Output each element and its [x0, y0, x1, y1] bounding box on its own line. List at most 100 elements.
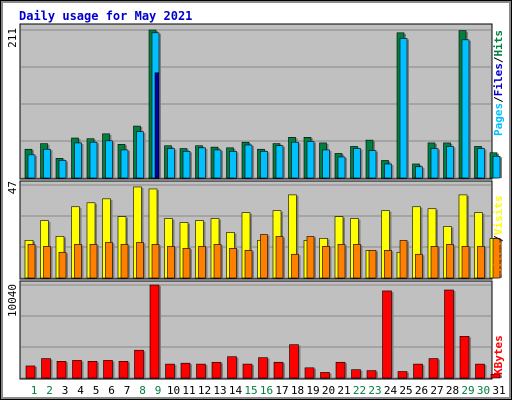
- bar-kbytes: [87, 361, 98, 379]
- bar-sites: [27, 244, 36, 279]
- bar-files: [415, 166, 423, 179]
- bar-kbytes: [56, 361, 67, 379]
- day-label: 28: [446, 384, 459, 397]
- bar-files: [244, 144, 253, 179]
- bar-kbytes: [242, 363, 253, 379]
- bar-files: [430, 148, 439, 179]
- day-label: 6: [108, 384, 115, 397]
- bar-sites: [182, 248, 191, 279]
- day-label: 20: [322, 384, 335, 397]
- bar-files: [477, 148, 485, 179]
- bar-sites: [74, 244, 82, 279]
- bar-kbytes: [149, 284, 160, 379]
- bar-kbytes: [366, 370, 377, 379]
- day-label: 12: [198, 384, 211, 397]
- bar-kbytes: [258, 357, 268, 379]
- bar-sites: [461, 246, 470, 279]
- bar-sites: [446, 244, 454, 279]
- legend-files: Files: [492, 63, 505, 96]
- bar-sites: [353, 244, 361, 279]
- bar-kbytes: [320, 372, 330, 379]
- bar-kbytes: [289, 344, 299, 379]
- day-label: 22: [353, 384, 366, 397]
- bar-files: [58, 160, 67, 179]
- bar-kbytes: [41, 358, 51, 379]
- bar-sites: [368, 249, 377, 279]
- bar-files: [198, 147, 206, 179]
- day-label: 7: [124, 384, 131, 397]
- day-label: 29: [461, 384, 474, 397]
- bar-sites: [151, 244, 160, 279]
- bar-sites: [43, 246, 51, 279]
- bar-kbytes: [25, 365, 36, 379]
- bar-sites: [322, 246, 330, 279]
- legend-pages-files-hits: Pages/Files/Hits: [492, 30, 505, 136]
- bar-files: [306, 141, 315, 179]
- bar-sites: [58, 251, 67, 279]
- legend-visits: Visits: [492, 196, 505, 236]
- day-label: 14: [229, 384, 243, 397]
- day-label: 24: [384, 384, 398, 397]
- bar-kbytes: [134, 349, 144, 379]
- bar-files: [182, 151, 191, 179]
- bar-sites: [337, 244, 346, 279]
- day-label: 30: [477, 384, 490, 397]
- day-label: 9: [155, 384, 162, 397]
- bar-files: [27, 154, 36, 179]
- bar-kbytes: [103, 360, 113, 379]
- legend-sites: Sites: [492, 242, 505, 275]
- bar-kbytes: [413, 363, 423, 379]
- day-label: 5: [93, 384, 100, 397]
- bar-kbytes: [490, 373, 501, 379]
- bar-sites: [430, 246, 439, 279]
- day-labels: 1 2 3 4 5 6 7 8 9 10 11 12 13 14 15 16 17 18 19 20 21 22 23 24 2…: [31, 384, 506, 397]
- bar-files: [353, 148, 361, 179]
- bar-kbytes: [397, 371, 408, 379]
- bar-sites: [291, 253, 299, 279]
- bar-kbytes: [351, 369, 361, 379]
- bar-files: [446, 146, 454, 179]
- day-label: 16: [260, 384, 273, 397]
- bar-sites: [167, 246, 175, 279]
- day-label: 4: [77, 384, 84, 397]
- day-label: 2: [46, 384, 53, 397]
- bar-sites: [244, 249, 253, 279]
- bar-files: [74, 142, 82, 179]
- bar-pages: [154, 72, 160, 179]
- bar-files: [275, 145, 284, 179]
- day-label: 23: [368, 384, 381, 397]
- legend-sep-2: /: [492, 56, 505, 63]
- bar-files: [337, 156, 346, 179]
- legend-hits: Hits: [492, 30, 505, 57]
- day-label: 13: [213, 384, 226, 397]
- bar-sites: [198, 246, 206, 279]
- bar-sites: [136, 242, 144, 279]
- bar-files: [368, 150, 377, 179]
- bar-files: [492, 155, 501, 179]
- day-label: 31: [492, 384, 505, 397]
- bar-files: [461, 39, 470, 179]
- bar-files: [291, 141, 299, 179]
- legend-sites-visits: Sites/Visits: [492, 196, 505, 276]
- bar-kbytes: [118, 361, 129, 379]
- bar-files: [89, 141, 98, 179]
- bar-sites: [477, 246, 485, 279]
- day-label: 27: [430, 384, 443, 397]
- bar-files: [384, 163, 392, 179]
- bar-sites: [260, 234, 268, 279]
- day-label: 19: [306, 384, 319, 397]
- bar-sites: [415, 253, 423, 279]
- bar-sites: [492, 238, 501, 279]
- bar-sites: [229, 248, 237, 279]
- bar-sites: [89, 244, 98, 279]
- y-max-label-visits: 47: [6, 181, 19, 194]
- bar-kbytes: [211, 361, 222, 379]
- legend-sep-1: /: [492, 96, 505, 103]
- bar-kbytes: [475, 363, 485, 379]
- bar-kbytes: [196, 363, 206, 379]
- bar-files: [213, 149, 222, 179]
- day-label: 1: [31, 384, 38, 397]
- bar-sites: [384, 249, 392, 279]
- bar-kbytes: [227, 356, 237, 379]
